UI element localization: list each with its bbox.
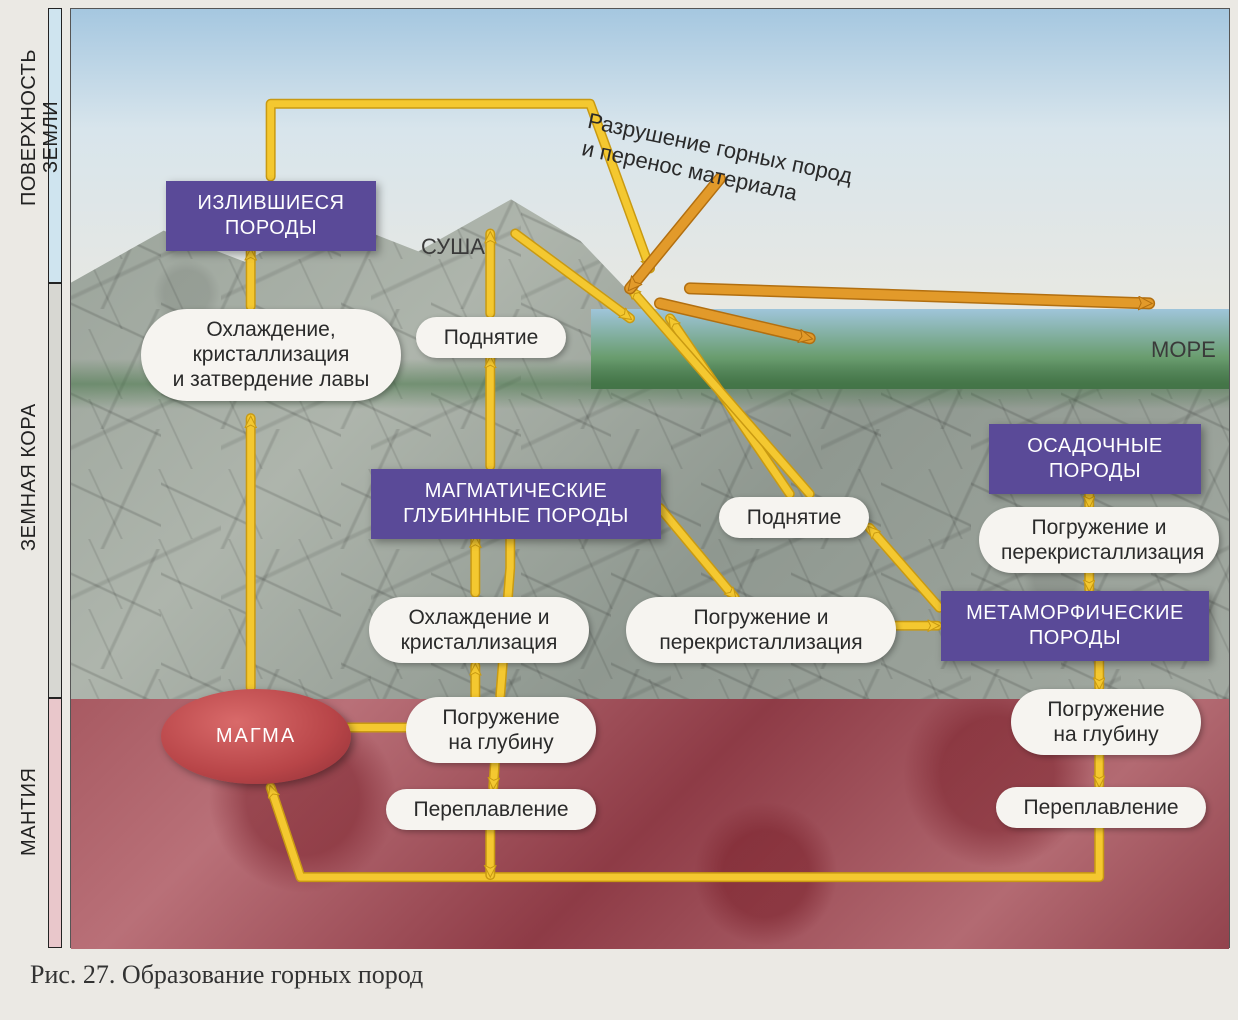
side-label-mantle: МАНТИЯ xyxy=(18,768,41,856)
process-pill-remelt1: Переплавление xyxy=(386,789,596,830)
rock-node-intrusive: МАГМАТИЧЕСКИЕГЛУБИННЫЕ ПОРОДЫ xyxy=(371,469,661,539)
rock-node-sedimentary: ОСАДОЧНЫЕПОРОДЫ xyxy=(989,424,1201,494)
land-label: СУША xyxy=(421,234,485,260)
process-pill-sink_depth2: Погружениена глубину xyxy=(1011,689,1201,755)
process-pill-remelt2: Переплавление xyxy=(996,787,1206,828)
side-label-surface: ЗЕМЛИ xyxy=(40,101,63,173)
side-band-mantle xyxy=(48,698,62,948)
side-axis: ПОВЕРХНОСТЬЗЕМЛИ ЗЕМНАЯ КОРА МАНТИЯ xyxy=(0,8,70,948)
sea-label: МОРЕ xyxy=(1151,337,1216,363)
side-label-surface: ПОВЕРХНОСТЬ xyxy=(18,49,41,206)
rock-node-metamorphic: МЕТАМОРФИЧЕСКИЕПОРОДЫ xyxy=(941,591,1209,661)
magma-node: МАГМА xyxy=(161,689,351,784)
figure-caption: Рис. 27. Образование горных пород xyxy=(30,960,423,990)
process-pill-cool_lava: Охлаждение,кристаллизацияи затвердение л… xyxy=(141,309,401,401)
rock-node-extrusive: ИЗЛИВШИЕСЯПОРОДЫ xyxy=(166,181,376,251)
side-band-crust xyxy=(48,283,62,698)
process-pill-uplift2: Поднятие xyxy=(719,497,869,538)
process-pill-sink_recr: Погружение иперекристаллизация xyxy=(626,597,896,663)
process-pill-uplift1: Поднятие xyxy=(416,317,566,358)
process-pill-sink_depth1: Погружениена глубину xyxy=(406,697,596,763)
caption-title: Образование горных пород xyxy=(122,960,423,989)
process-pill-cool_cryst: Охлаждение икристаллизация xyxy=(369,597,589,663)
caption-prefix: Рис. 27. xyxy=(30,960,115,989)
side-label-crust: ЗЕМНАЯ КОРА xyxy=(18,403,41,551)
process-pill-sink_recr_s: Погружение иперекристаллизация xyxy=(979,507,1219,573)
rock-cycle-diagram: ИЗЛИВШИЕСЯПОРОДЫ МАГМАТИЧЕСКИЕГЛУБИННЫЕ П… xyxy=(70,8,1230,948)
